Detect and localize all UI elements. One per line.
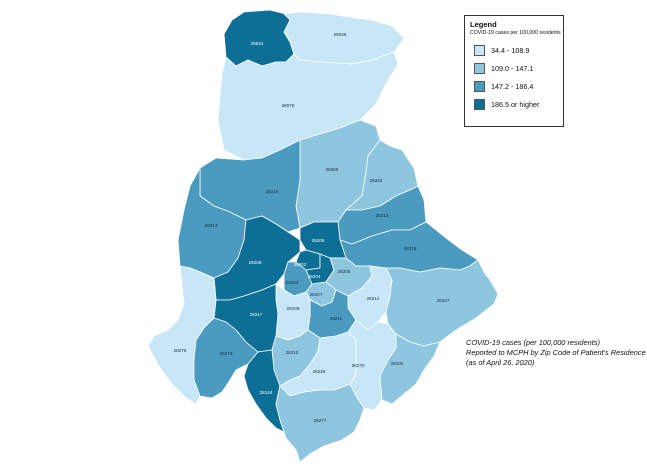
zip-region-28078 bbox=[217, 51, 399, 161]
zip-label-28208: 28208 bbox=[249, 260, 262, 265]
legend-label: 147.2 - 186.4 bbox=[491, 81, 534, 91]
legend-row: 34.4 - 108.9 bbox=[470, 41, 558, 59]
caption-line: (as of April 26, 2020) bbox=[466, 358, 535, 367]
zip-region-28105 bbox=[379, 333, 441, 405]
legend-label: 186.5 or higher bbox=[491, 99, 540, 109]
zip-label-28212: 28212 bbox=[367, 296, 380, 301]
legend: Legend COVID-19 cases per 100,000 reside… bbox=[464, 15, 564, 127]
zip-label-28217: 28217 bbox=[250, 312, 263, 317]
zip-label-28216: 28216 bbox=[266, 189, 279, 194]
zip-label-28210: 28210 bbox=[286, 350, 299, 355]
legend-subtitle: COVID-19 cases per 100,000 residents bbox=[470, 30, 561, 36]
zip-label-28134: 28134 bbox=[260, 390, 273, 395]
zip-label-28278: 28278 bbox=[174, 348, 187, 353]
zip-label-28203: 28203 bbox=[286, 280, 299, 285]
zip-label-28226: 28226 bbox=[313, 369, 326, 374]
zip-label-28211: 28211 bbox=[330, 316, 343, 321]
zip-label-28209: 28209 bbox=[287, 306, 300, 311]
map-caption: COVID-19 cases (per 100,000 residents) R… bbox=[466, 338, 646, 368]
legend-row: 147.2 - 186.4 bbox=[470, 77, 558, 95]
caption-line: Reported to MCPH by Zip Code of Patient'… bbox=[466, 348, 646, 357]
zip-region-28273 bbox=[193, 317, 259, 399]
zip-label-28207: 28207 bbox=[310, 292, 323, 297]
legend-label: 109.0 - 147.1 bbox=[491, 63, 534, 73]
zip-label-28078: 28078 bbox=[282, 103, 295, 108]
zip-label-28105: 28105 bbox=[391, 361, 404, 366]
zip-region-28278 bbox=[147, 265, 217, 405]
zip-label-28215: 28215 bbox=[404, 246, 417, 251]
zip-label-28262: 28262 bbox=[370, 178, 383, 183]
legend-swatch bbox=[474, 62, 485, 74]
zip-label-28205: 28205 bbox=[338, 269, 351, 274]
legend-swatch bbox=[474, 98, 485, 110]
legend-row: 109.0 - 147.1 bbox=[470, 59, 558, 77]
zip-region-28227 bbox=[385, 259, 499, 347]
legend-label: 34.4 - 108.9 bbox=[491, 45, 530, 55]
zip-label-28214: 28214 bbox=[205, 223, 218, 228]
zip-label-28277: 28277 bbox=[314, 418, 327, 423]
zip-label-28031: 28031 bbox=[251, 41, 264, 46]
zip-label-28269: 28269 bbox=[326, 167, 339, 172]
zip-label-28202: 28202 bbox=[294, 262, 307, 267]
legend-swatch bbox=[474, 44, 485, 56]
zip-region-28277 bbox=[275, 383, 365, 463]
legend-swatch bbox=[474, 80, 485, 92]
zip-label-28270: 28270 bbox=[352, 363, 365, 368]
zip-label-28206: 28206 bbox=[312, 238, 325, 243]
zip-label-28227: 28227 bbox=[437, 298, 450, 303]
zip-label-28036: 28036 bbox=[334, 32, 347, 37]
zip-label-28213: 28213 bbox=[376, 213, 389, 218]
legend-title: Legend bbox=[470, 20, 497, 29]
zip-label-28204: 28204 bbox=[308, 274, 321, 279]
legend-row: 186.5 or higher bbox=[470, 95, 558, 113]
caption-line: COVID-19 cases (per 100,000 residents) bbox=[466, 338, 600, 347]
zip-label-28273: 28273 bbox=[220, 351, 233, 356]
zip-region-28031 bbox=[223, 9, 295, 67]
